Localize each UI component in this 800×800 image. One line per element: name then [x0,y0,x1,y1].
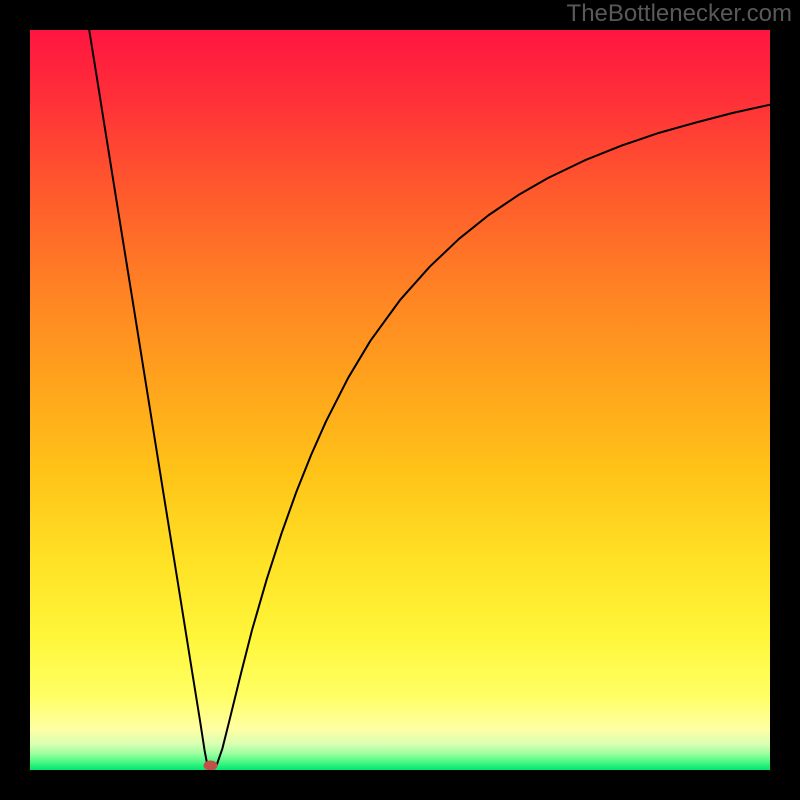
gradient-background [30,30,770,770]
stage: TheBottlenecker.com [0,0,800,800]
watermark-text: TheBottlenecker.com [567,0,792,28]
plot-area [30,30,770,770]
plot-svg [30,30,770,770]
